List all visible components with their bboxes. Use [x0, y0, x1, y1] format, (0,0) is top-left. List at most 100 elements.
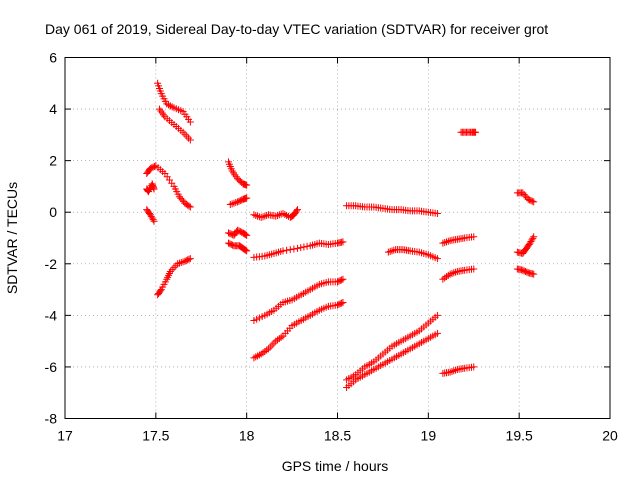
x-tick-label: 17 [57, 428, 73, 444]
data-point [441, 239, 449, 247]
data-point [530, 233, 538, 241]
data-point [241, 230, 249, 238]
data-point [300, 243, 308, 251]
data-point [433, 210, 441, 218]
data-point [252, 353, 260, 361]
data-point [270, 339, 278, 347]
data-point [242, 246, 250, 254]
data-point [528, 197, 536, 205]
data-point [452, 268, 460, 276]
data-point [168, 103, 176, 111]
data-point [232, 199, 240, 207]
x-tick-label: 19.5 [506, 428, 533, 444]
data-point [146, 211, 154, 219]
data-point [166, 102, 174, 110]
grid-lines [65, 57, 610, 419]
data-point [228, 200, 236, 208]
x-tick-label: 20 [602, 428, 618, 444]
y-axis-label: SDTVAR / TECUs [4, 182, 20, 294]
y-tick-label: 2 [49, 153, 57, 169]
data-point [226, 200, 234, 208]
data-point [279, 247, 287, 255]
series-arc-16 [343, 311, 441, 384]
data-point [294, 244, 302, 252]
data-point [339, 238, 347, 246]
data-point [283, 246, 291, 254]
data-series [143, 79, 538, 392]
series-arc-02 [155, 105, 194, 144]
x-axis-label: GPS time / hours [282, 458, 389, 474]
data-point [272, 212, 280, 220]
data-point [279, 210, 287, 218]
series-arc-08 [226, 194, 251, 208]
data-point [243, 194, 251, 202]
data-point [530, 270, 538, 278]
data-point [338, 299, 346, 307]
series-arc-01 [154, 79, 194, 126]
y-tick-label: -4 [45, 307, 58, 323]
data-point [186, 136, 194, 144]
data-point [257, 350, 265, 358]
data-point [525, 240, 533, 248]
y-tick-label: 0 [49, 204, 57, 220]
data-point [290, 245, 298, 253]
series-arc-17 [343, 329, 441, 392]
data-point [174, 260, 182, 268]
data-point [529, 234, 537, 242]
data-point [441, 274, 449, 282]
data-point [243, 231, 251, 239]
data-point [433, 255, 441, 263]
data-point [444, 237, 452, 245]
series-arc-10 [225, 239, 251, 255]
data-point [527, 238, 535, 246]
x-tick-label: 18 [239, 428, 255, 444]
data-point [433, 329, 441, 337]
data-point [444, 271, 452, 279]
data-point [294, 206, 302, 214]
data-point [150, 185, 158, 193]
data-point [443, 273, 450, 281]
series-arc-20 [439, 265, 478, 283]
data-point [250, 211, 258, 219]
series-arc-14 [250, 298, 347, 362]
data-point [384, 248, 392, 256]
data-point [150, 217, 158, 225]
data-point [170, 264, 178, 272]
data-point [388, 247, 396, 255]
data-point [183, 132, 191, 140]
data-point [156, 287, 164, 295]
data-point [472, 128, 480, 136]
data-point [272, 337, 280, 345]
series-arc-07 [225, 158, 251, 189]
data-point [185, 202, 193, 210]
series-arc-11 [250, 206, 302, 221]
data-point [250, 354, 258, 362]
data-point [179, 258, 187, 266]
series-arc-22 [457, 128, 480, 136]
data-point [443, 238, 450, 246]
data-point [257, 213, 265, 221]
data-point [254, 352, 262, 360]
data-point [177, 258, 185, 266]
data-point [338, 276, 346, 284]
data-point [243, 247, 251, 255]
x-tick-label: 19 [421, 428, 437, 444]
data-point [448, 367, 456, 375]
series-arc-04 [143, 180, 158, 196]
data-point [149, 216, 157, 224]
data-point [386, 248, 394, 256]
data-point [261, 347, 269, 355]
data-point [181, 130, 189, 138]
series-arc-03 [143, 162, 194, 211]
data-point [185, 255, 193, 263]
data-point [303, 242, 311, 250]
data-point [268, 341, 276, 349]
data-point [526, 239, 534, 247]
data-point [286, 246, 294, 254]
data-point [339, 275, 347, 283]
data-point [450, 367, 458, 375]
data-point [147, 212, 155, 220]
data-point [165, 101, 173, 109]
series-arc-19 [439, 233, 478, 247]
data-point [259, 213, 267, 221]
